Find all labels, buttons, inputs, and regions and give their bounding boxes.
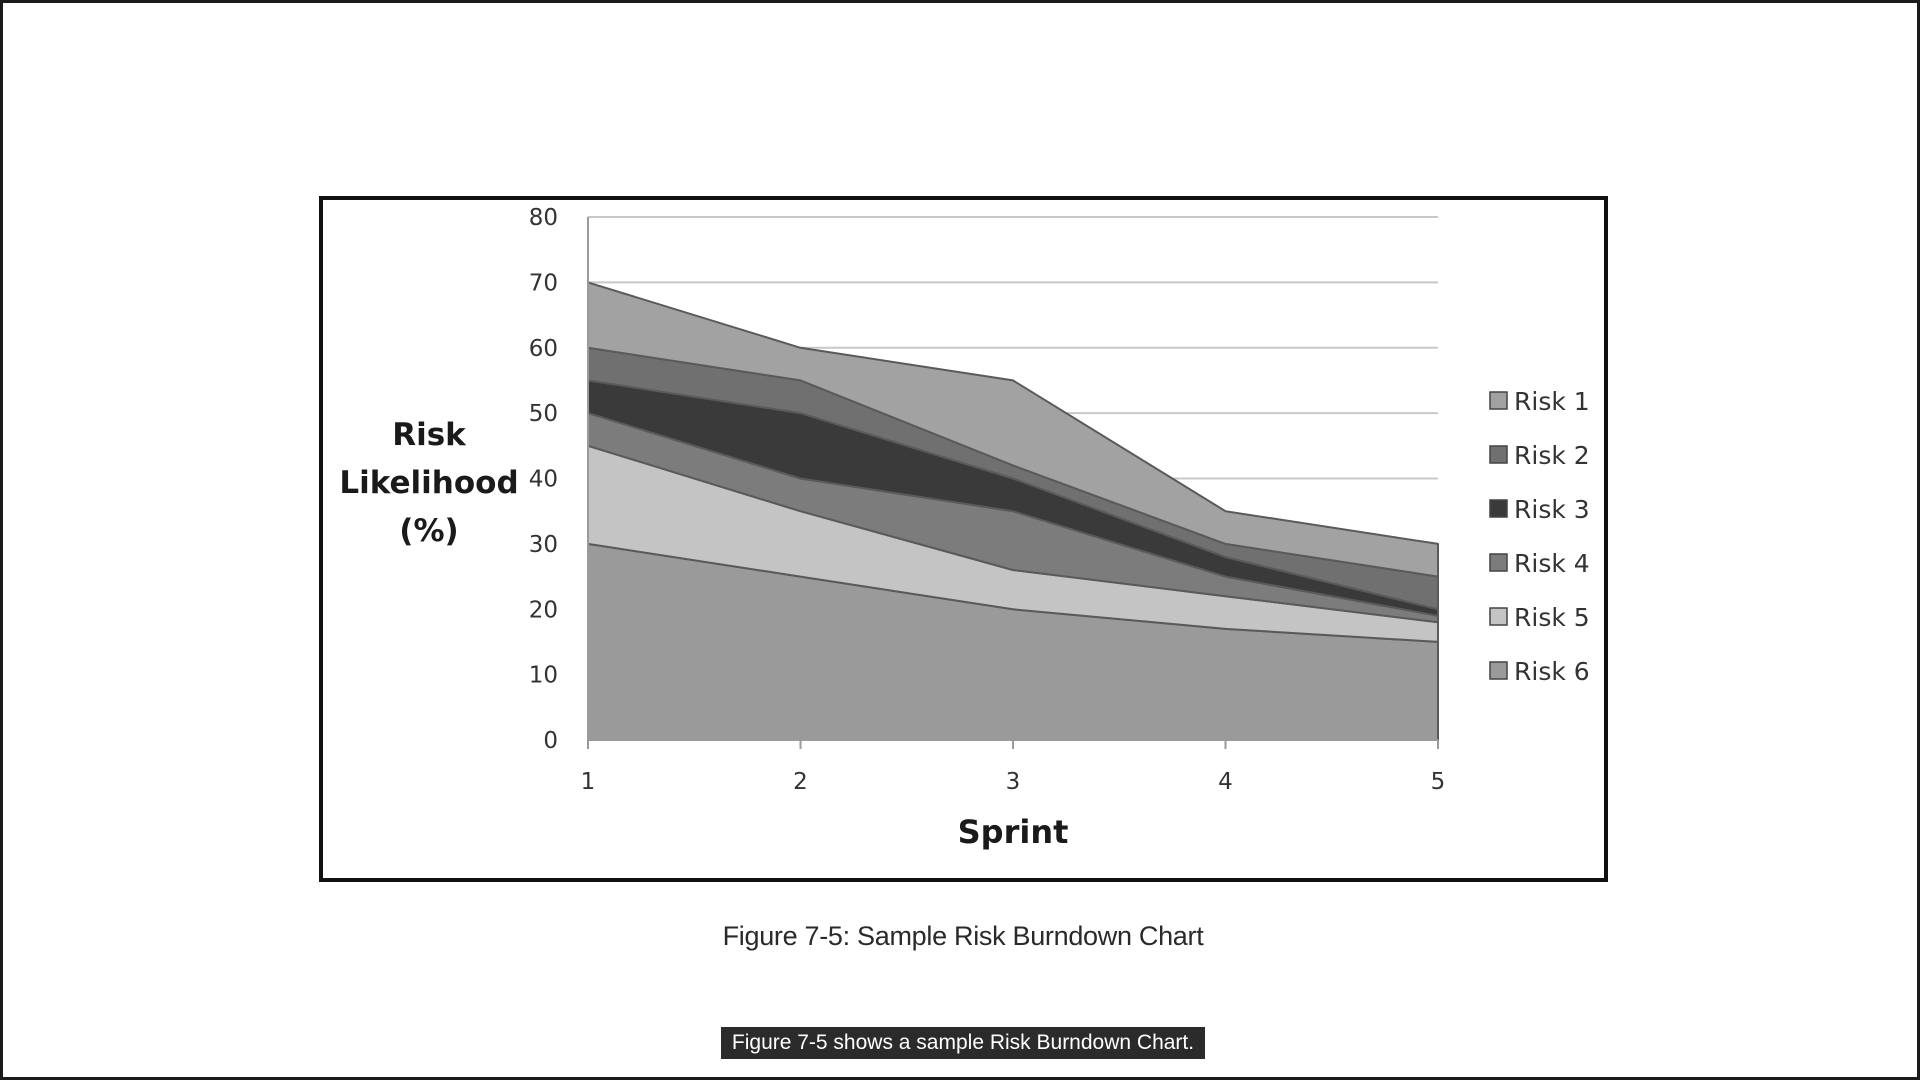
- y-tick-label: 20: [529, 597, 558, 623]
- legend-item: Risk 2: [1489, 441, 1590, 470]
- figure-caption: Figure 7-5: Sample Risk Burndown Chart: [722, 921, 1204, 951]
- x-tick-label: 4: [1218, 769, 1233, 795]
- y-tick-label: 30: [529, 532, 558, 558]
- stacked-areas: [587, 281, 1439, 741]
- legend-item: Risk 6: [1489, 657, 1590, 686]
- axis-labels: 0 10 20 30 40 50 60 70 80 1 2 3 4 5 Sprint Risk Likeliho…: [339, 205, 1445, 851]
- legend-item: Risk 3: [1489, 495, 1590, 524]
- legend-label: Risk 3: [1514, 495, 1590, 524]
- legend: Risk 1 Risk 2 Risk 3 Risk 4 Risk 5 Risk 6: [1489, 387, 1590, 686]
- x-tick-label: 1: [581, 769, 596, 795]
- y-tick-label: 40: [529, 467, 558, 493]
- legend-swatch: [1489, 391, 1508, 410]
- y-axis-title-line: (%): [399, 513, 458, 549]
- x-tick-label: 5: [1431, 769, 1446, 795]
- y-axis-title-line: Risk: [392, 417, 467, 453]
- legend-item: Risk 5: [1489, 603, 1590, 632]
- legend-swatch: [1489, 499, 1508, 518]
- legend-label: Risk 5: [1514, 603, 1590, 632]
- legend-swatch: [1489, 553, 1508, 572]
- legend-swatch: [1489, 445, 1508, 464]
- axes: [587, 217, 1439, 749]
- x-tick-label: 2: [793, 769, 808, 795]
- x-tick-label: 3: [1006, 769, 1021, 795]
- y-tick-label: 50: [529, 401, 558, 427]
- video-subtitle: Figure 7-5 shows a sample Risk Burndown …: [720, 1027, 1206, 1059]
- y-tick-label: 60: [529, 336, 558, 362]
- y-tick-label: 80: [529, 205, 558, 231]
- legend-label: Risk 6: [1514, 657, 1590, 686]
- y-tick-label: 0: [543, 728, 558, 754]
- legend-swatch: [1489, 607, 1508, 626]
- legend-swatch: [1489, 661, 1508, 680]
- legend-label: Risk 2: [1514, 441, 1590, 470]
- legend-label: Risk 1: [1514, 387, 1590, 416]
- legend-item: Risk 4: [1489, 549, 1590, 578]
- y-tick-label: 70: [529, 270, 558, 296]
- area-risk-1: [587, 281, 1439, 578]
- y-axis-title-line: Likelihood: [339, 465, 518, 501]
- y-tick-label: 10: [529, 663, 558, 689]
- x-axis-title: Sprint: [958, 813, 1069, 851]
- risk-burndown-chart: 0 10 20 30 40 50 60 70 80 1 2 3 4 5 Sprint Risk Likeliho…: [319, 196, 1608, 882]
- legend-label: Risk 4: [1514, 549, 1590, 578]
- legend-item: Risk 1: [1489, 387, 1590, 416]
